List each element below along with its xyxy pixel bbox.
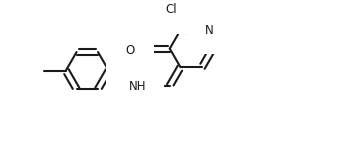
Text: S: S — [126, 64, 134, 77]
Text: Cl: Cl — [165, 3, 177, 16]
Text: O: O — [126, 85, 135, 98]
Text: O: O — [126, 44, 135, 57]
Text: N: N — [204, 24, 213, 36]
Text: NH: NH — [129, 81, 146, 93]
